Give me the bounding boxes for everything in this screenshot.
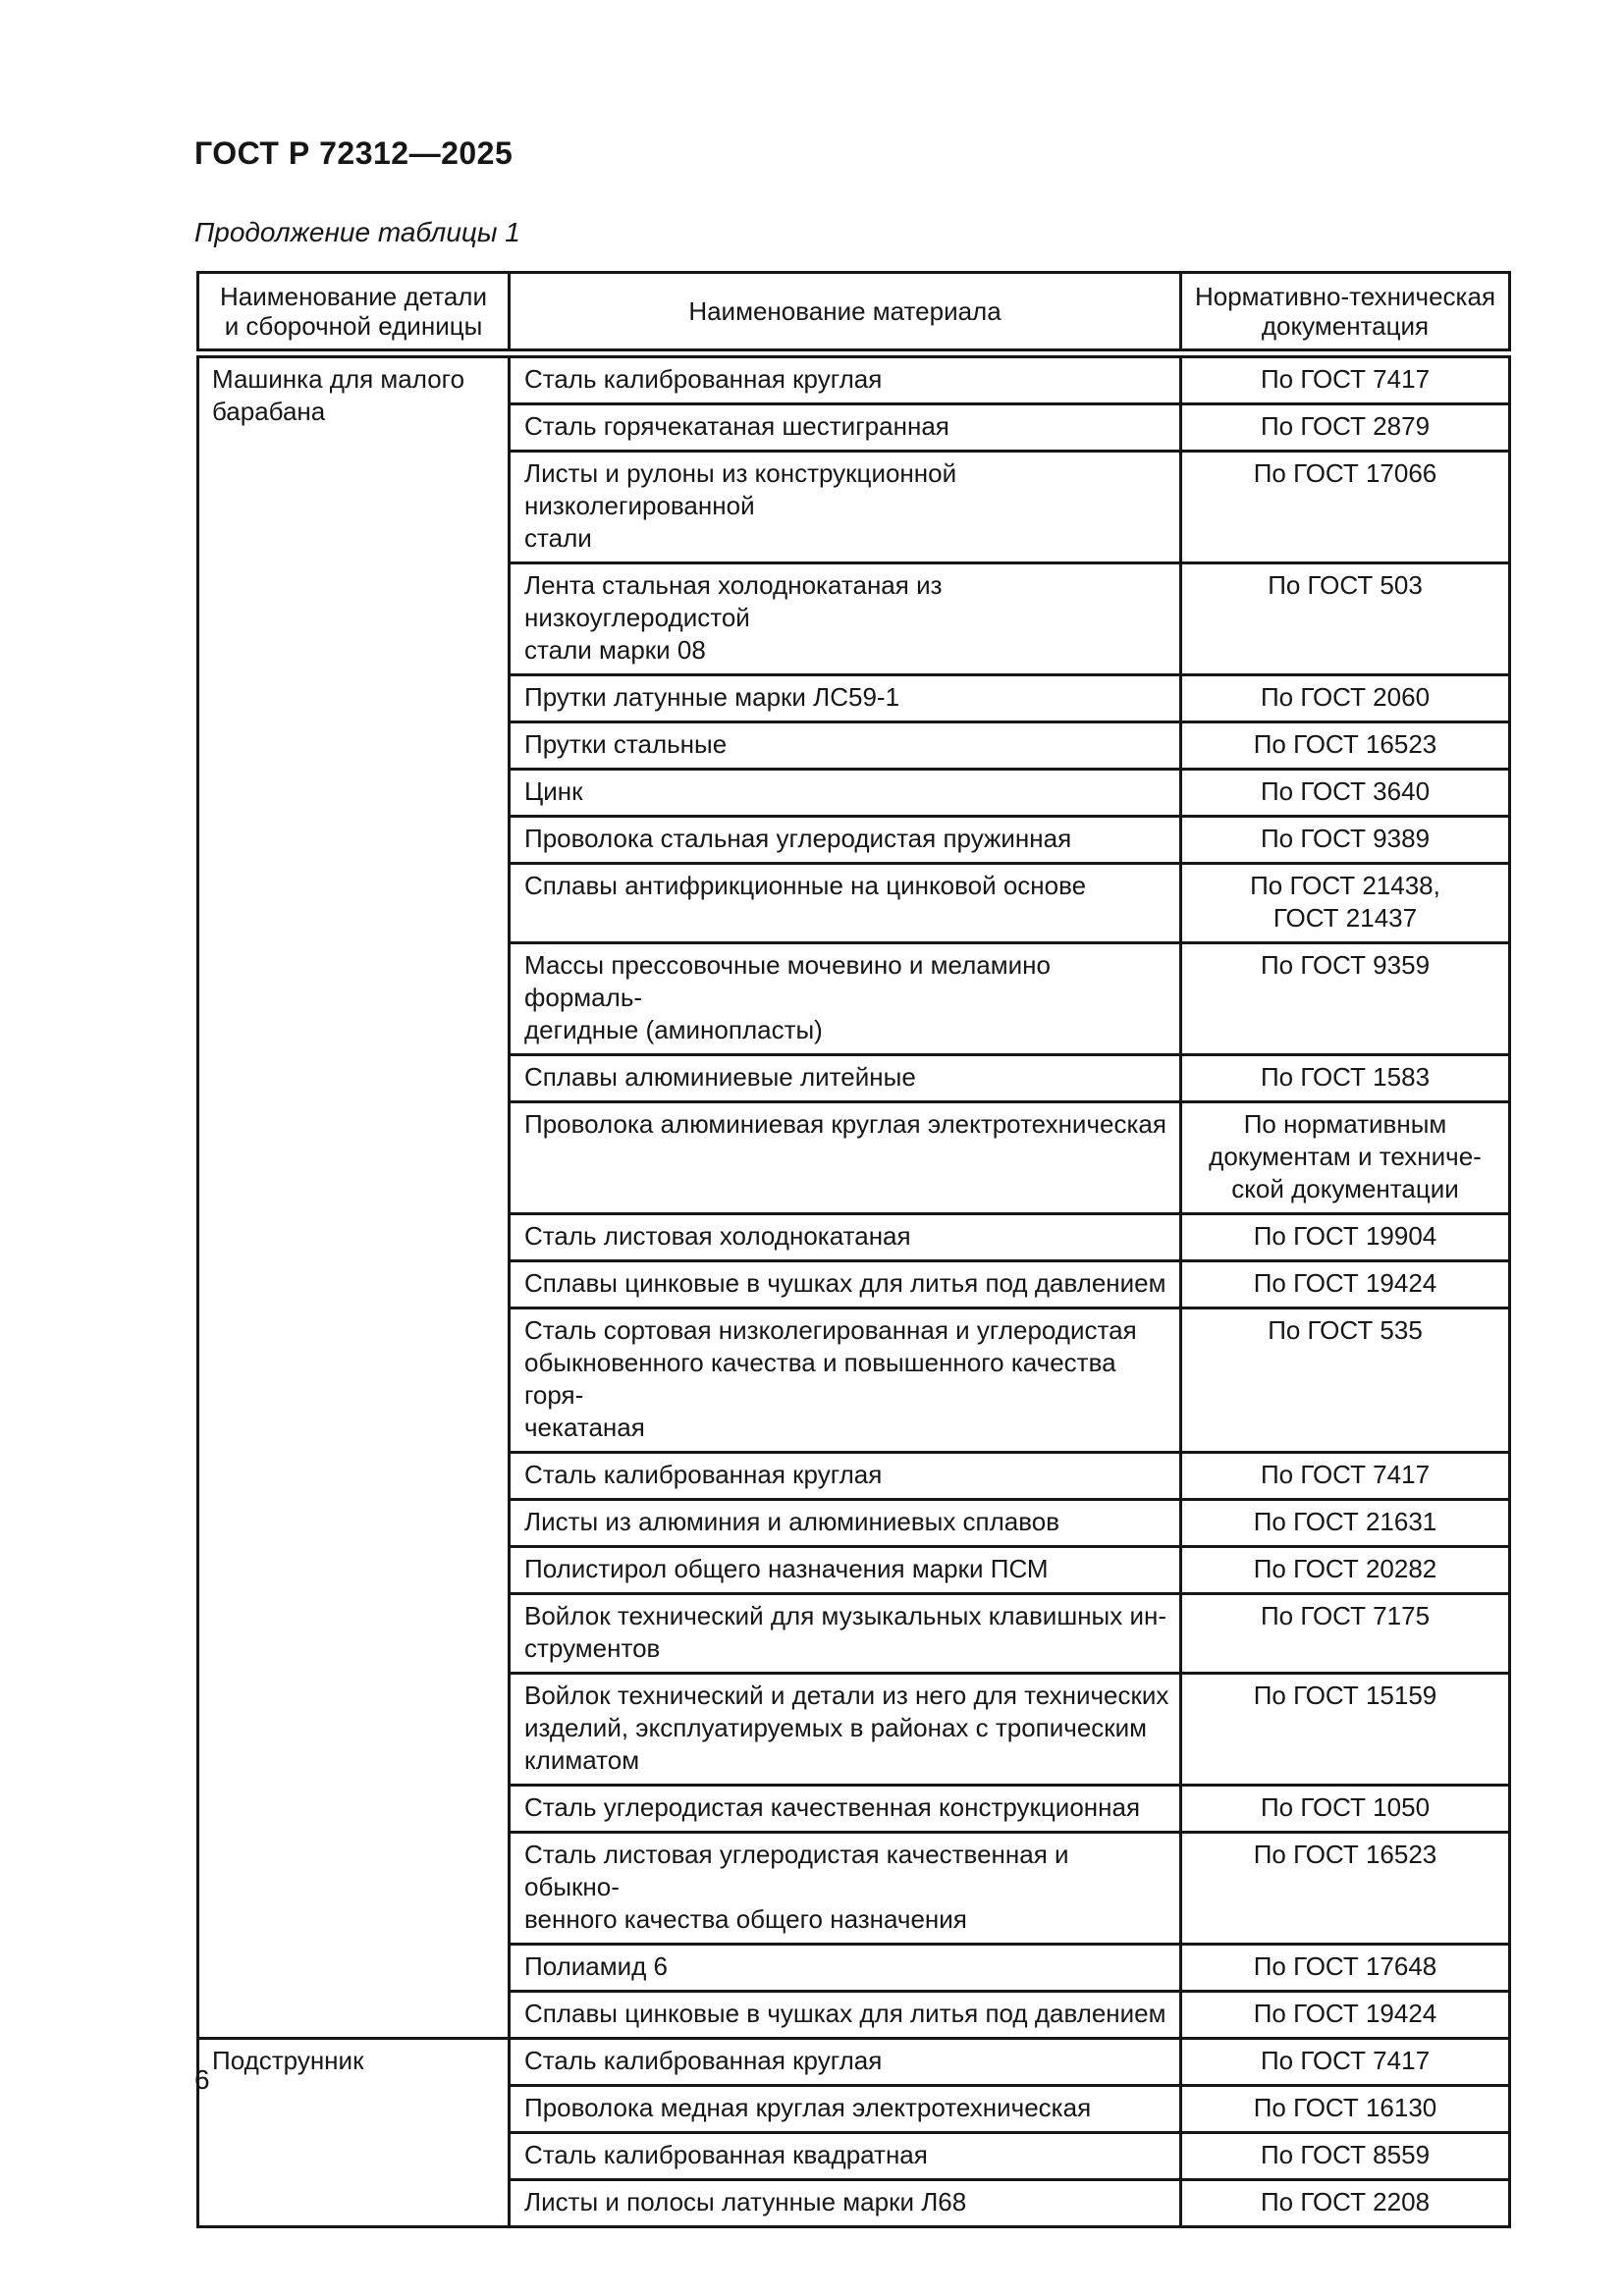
doc-cell: По ГОСТ 16130 (1179, 2084, 1511, 2134)
doc-cell: По ГОСТ 7417 (1179, 2037, 1511, 2087)
material-cell: Сталь сортовая низколегированная и углер… (508, 1307, 1182, 1454)
material-cell: Прутки латунные марки ЛС59-1 (508, 673, 1182, 723)
table-row: Листы и рулоны из конструкционной низкол… (198, 450, 1511, 564)
table-row: Сталь калиброванная круглая По ГОСТ 7417 (198, 1451, 1511, 1501)
material-cell: Сталь листовая углеродистая качественная… (508, 1831, 1182, 1946)
material-cell: Лента стальная холоднокатаная из низкоуг… (508, 561, 1182, 676)
material-cell: Войлок технический и детали из него для … (508, 1672, 1182, 1787)
doc-cell: По ГОСТ 1050 (1179, 1784, 1511, 1834)
column-header-doc: Нормативно-техническая документация (1179, 271, 1511, 358)
table-row: Сплавы антифрикционные на цинковой основ… (198, 862, 1511, 944)
material-cell: Сталь горячекатаная шестигранная (508, 402, 1182, 453)
material-cell: Проволока медная круглая электротехничес… (508, 2084, 1182, 2134)
table-row: Прутки стальные По ГОСТ 16523 (198, 721, 1511, 771)
doc-cell: По ГОСТ 535 (1179, 1307, 1511, 1454)
doc-cell: По ГОСТ 9389 (1179, 815, 1511, 865)
material-cell: Проволока стальная углеродистая пружинна… (508, 815, 1182, 865)
table-row: Сталь калиброванная квадратная По ГОСТ 85… (198, 2131, 1511, 2181)
table-row: Лента стальная холоднокатаная из низкоуг… (198, 561, 1511, 676)
doc-cell: По ГОСТ 503 (1179, 561, 1511, 676)
material-cell: Сплавы алюминиевые литейные (508, 1053, 1182, 1103)
doc-cell: По ГОСТ 3640 (1179, 768, 1511, 818)
table-caption: Продолжение таблицы 1 (194, 217, 520, 247)
table-row: Массы прессовочные мочевино и меламино ф… (198, 941, 1511, 1056)
table-row: Сталь горячекатаная шестигранная По ГОСТ … (198, 402, 1511, 453)
material-cell: Сплавы антифрикционные на цинковой основ… (508, 862, 1182, 944)
doc-cell: По ГОСТ 17066 (1179, 450, 1511, 564)
material-cell: Сталь калиброванная круглая (508, 351, 1182, 405)
material-cell: Массы прессовочные мочевино и меламино ф… (508, 941, 1182, 1056)
doc-cell: По ГОСТ 1583 (1179, 1053, 1511, 1103)
material-cell: Листы из алюминия и алюминиевых сплавов (508, 1498, 1182, 1548)
table-row: Полиамид 6 По ГОСТ 17648 (198, 1943, 1511, 1993)
material-cell: Сплавы цинковые в чушках для литья под д… (508, 1990, 1182, 2040)
table-row: Проволока медная круглая электротехничес… (198, 2084, 1511, 2134)
material-cell: Листы и рулоны из конструкционной низкол… (508, 450, 1182, 564)
doc-cell: По ГОСТ 7417 (1179, 351, 1511, 405)
doc-cell: По ГОСТ 21631 (1179, 1498, 1511, 1548)
table-row: Сталь сортовая низколегированная и углер… (198, 1307, 1511, 1454)
doc-cell: По ГОСТ 2879 (1179, 402, 1511, 453)
doc-cell: По ГОСТ 2208 (1179, 2178, 1511, 2228)
doc-cell: По ГОСТ 17648 (1179, 1943, 1511, 1993)
material-cell: Проволока алюминиевая круглая электротех… (508, 1100, 1182, 1215)
doc-cell: По ГОСТ 7175 (1179, 1592, 1511, 1675)
table-row: Сталь листовая углеродистая качественная… (198, 1831, 1511, 1946)
materials-table-header: Наименование детали и сборочной единицы … (196, 271, 1511, 358)
table-row: Проволока стальная углеродистая пружинна… (198, 815, 1511, 865)
material-cell: Полиамид 6 (508, 1943, 1182, 1993)
material-cell: Войлок технический для музыкальных клави… (508, 1592, 1182, 1675)
table-row: Листы из алюминия и алюминиевых сплавов П… (198, 1498, 1511, 1548)
material-cell: Сплавы цинковые в чушках для литья под д… (508, 1259, 1182, 1309)
material-cell: Листы и полосы латунные марки Л68 (508, 2178, 1182, 2228)
column-header-part: Наименование детали и сборочной единицы (196, 271, 511, 358)
table-row: Машинка для малого барабана Сталь калибро… (196, 351, 1511, 2040)
material-cell: Цинк (508, 768, 1182, 818)
column-header-material: Наименование материала (508, 271, 1182, 358)
material-cell: Прутки стальные (508, 721, 1182, 771)
table-row: Подструнник Сталь калиброванная круглая По… (196, 2037, 1511, 2228)
table-row: Сплавы алюминиевые литейные По ГОСТ 1583 (198, 1053, 1511, 1103)
doc-cell: По ГОСТ 16523 (1179, 721, 1511, 771)
standard-code: ГОСТ Р 72312—2025 (194, 135, 514, 171)
table-row: Цинк По ГОСТ 3640 (198, 768, 1511, 818)
doc-cell: По ГОСТ 19424 (1179, 1990, 1511, 2040)
header-row: Наименование детали и сборочной единицы … (196, 271, 1511, 358)
table-row: Сталь листовая холоднокатаная По ГОСТ 199… (198, 1212, 1511, 1262)
doc-cell: По ГОСТ 16523 (1179, 1831, 1511, 1946)
doc-cell: По ГОСТ 2060 (1179, 673, 1511, 723)
material-cell: Полистирол общего назначения марки ПСМ (508, 1545, 1182, 1595)
material-cell: Сталь листовая холоднокатаная (508, 1212, 1182, 1262)
material-cell: Сталь углеродистая качественная конструк… (508, 1784, 1182, 1834)
table-row: Прутки латунные марки ЛС59-1 По ГОСТ 2060 (198, 673, 1511, 723)
doc-cell: По ГОСТ 19424 (1179, 1259, 1511, 1309)
page-number: 6 (194, 2064, 210, 2095)
part-cell: Машинка для малого барабана (196, 351, 511, 2040)
doc-cell: По ГОСТ 21438, ГОСТ 21437 (1179, 862, 1511, 944)
table-row: Проволока алюминиевая круглая электротех… (198, 1100, 1511, 1215)
doc-cell: По ГОСТ 15159 (1179, 1672, 1511, 1787)
material-cell: Сталь калиброванная круглая (508, 2037, 1182, 2087)
table-row: Листы и полосы латунные марки Л68 По ГОСТ… (198, 2178, 1511, 2228)
table-row: Войлок технический для музыкальных клави… (198, 1592, 1511, 1675)
doc-cell: По нормативным документам и техниче- ско… (1179, 1100, 1511, 1215)
doc-cell: По ГОСТ 7417 (1179, 1451, 1511, 1501)
doc-cell: По ГОСТ 8559 (1179, 2131, 1511, 2181)
materials-table: Наименование детали и сборочной единицы … (196, 271, 1511, 2228)
table-row: Сталь углеродистая качественная конструк… (198, 1784, 1511, 1834)
table-row: Полистирол общего назначения марки ПСМ По… (198, 1545, 1511, 1595)
part-cell: Подструнник (196, 2037, 511, 2228)
material-cell: Сталь калиброванная квадратная (508, 2131, 1182, 2181)
material-cell: Сталь калиброванная круглая (508, 1451, 1182, 1501)
materials-table-body: Машинка для малого барабана Сталь калибро… (196, 351, 1511, 2228)
table-row: Войлок технический и детали из него для … (198, 1672, 1511, 1787)
table-row: Сплавы цинковые в чушках для литья под д… (198, 1259, 1511, 1309)
doc-cell: По ГОСТ 9359 (1179, 941, 1511, 1056)
table-row: Сплавы цинковые в чушках для литья под д… (198, 1990, 1511, 2040)
doc-cell: По ГОСТ 20282 (1179, 1545, 1511, 1595)
doc-cell: По ГОСТ 19904 (1179, 1212, 1511, 1262)
